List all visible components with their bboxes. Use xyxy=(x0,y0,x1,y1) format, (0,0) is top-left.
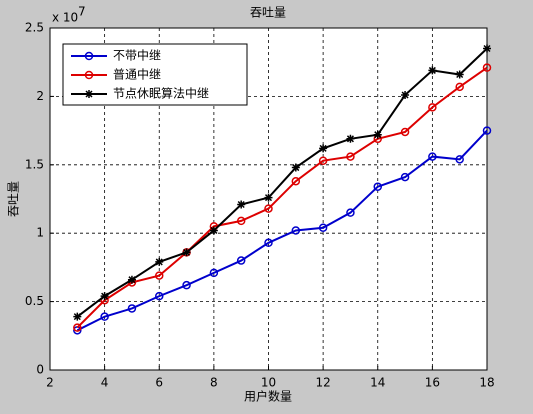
marker xyxy=(483,44,491,53)
series-line xyxy=(76,129,488,332)
marker xyxy=(237,200,246,209)
y-tick-label: 2.5 xyxy=(25,21,44,35)
y-tick-label: 1.5 xyxy=(25,157,44,171)
marker xyxy=(84,51,94,61)
marker xyxy=(236,256,246,265)
marker xyxy=(291,163,300,172)
marker xyxy=(73,323,82,332)
marker xyxy=(455,70,464,79)
marker xyxy=(155,257,164,266)
marker xyxy=(291,226,301,235)
x-tick-label: 16 xyxy=(425,376,440,390)
marker xyxy=(482,126,492,135)
marker xyxy=(346,208,355,217)
marker xyxy=(401,91,410,100)
marker xyxy=(127,275,136,284)
y-tick-label: 1 xyxy=(36,226,44,240)
x-tick-label: 4 xyxy=(101,376,109,390)
x-tick-label: 12 xyxy=(315,376,330,390)
marker xyxy=(319,144,328,153)
marker xyxy=(373,182,382,191)
x-tick-label: 6 xyxy=(155,376,163,390)
marker xyxy=(346,152,355,161)
marker xyxy=(482,63,492,72)
y-axis-label: 吞吐量 xyxy=(7,181,21,217)
y-multiplier-base: x 10 xyxy=(52,11,78,25)
marker xyxy=(182,248,191,257)
legend-label: 节点休眠算法中继 xyxy=(113,86,209,101)
marker xyxy=(400,172,410,182)
marker xyxy=(100,312,109,321)
marker xyxy=(84,70,94,80)
marker xyxy=(291,176,301,186)
marker xyxy=(428,66,437,75)
marker xyxy=(85,90,93,98)
y-tick-label: 2 xyxy=(36,89,44,103)
y-tick-label: 0 xyxy=(36,363,44,377)
marker xyxy=(264,204,273,213)
marker xyxy=(209,226,218,235)
marker xyxy=(236,216,246,226)
legend-label: 不带中继 xyxy=(113,48,161,63)
marker xyxy=(264,193,273,202)
series-line xyxy=(76,66,488,329)
y-tick-label: 0.5 xyxy=(25,294,44,308)
marker xyxy=(318,223,328,232)
legend-label: 普通中继 xyxy=(113,67,161,82)
marker xyxy=(346,134,355,143)
marker xyxy=(155,291,164,301)
marker xyxy=(373,130,382,139)
marker xyxy=(127,304,137,313)
marker xyxy=(455,82,464,92)
x-tick-label: 14 xyxy=(370,376,385,390)
series-line xyxy=(76,47,488,318)
x-tick-label: 8 xyxy=(210,376,218,390)
x-axis-label: 用户数量 xyxy=(244,389,292,404)
marker xyxy=(428,103,437,112)
marker xyxy=(209,268,219,278)
marker xyxy=(155,271,164,280)
marker xyxy=(100,292,109,301)
marker xyxy=(318,156,328,165)
marker xyxy=(182,280,191,290)
chart-title: 吞吐量 xyxy=(250,6,286,20)
marker xyxy=(428,152,437,161)
x-tick-label: 2 xyxy=(46,376,54,390)
x-tick-label: 10 xyxy=(261,376,276,390)
x-tick-label: 18 xyxy=(479,376,494,390)
y-multiplier-exponent: 7 xyxy=(78,5,86,19)
marker xyxy=(264,238,273,248)
marker xyxy=(455,155,464,164)
marker xyxy=(400,127,410,137)
marker xyxy=(73,312,82,321)
